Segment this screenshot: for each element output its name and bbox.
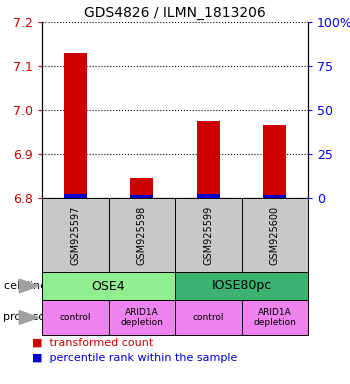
Text: OSE4: OSE4	[92, 280, 125, 293]
Bar	[197, 194, 220, 198]
Text: GSM925597: GSM925597	[70, 205, 80, 265]
Text: control: control	[60, 313, 91, 322]
Text: GSM925600: GSM925600	[270, 205, 280, 265]
Text: IOSE80pc: IOSE80pc	[211, 280, 272, 293]
Bar	[64, 53, 87, 198]
Text: GSM925599: GSM925599	[203, 205, 213, 265]
Title: GDS4826 / ILMN_1813206: GDS4826 / ILMN_1813206	[84, 6, 266, 20]
Bar	[197, 121, 220, 198]
Text: control: control	[193, 313, 224, 322]
Text: ARID1A
depletion: ARID1A depletion	[253, 308, 296, 327]
Text: GSM925598: GSM925598	[137, 205, 147, 265]
Bar	[64, 194, 87, 198]
Text: ■  percentile rank within the sample: ■ percentile rank within the sample	[32, 353, 237, 363]
Text: cell line: cell line	[4, 281, 47, 291]
Text: protocol: protocol	[4, 313, 49, 323]
Bar	[130, 178, 153, 198]
Bar	[130, 195, 153, 198]
Bar	[263, 195, 286, 198]
Text: ARID1A
depletion: ARID1A depletion	[120, 308, 163, 327]
Bar	[263, 126, 286, 198]
Text: ■  transformed count: ■ transformed count	[32, 338, 153, 348]
